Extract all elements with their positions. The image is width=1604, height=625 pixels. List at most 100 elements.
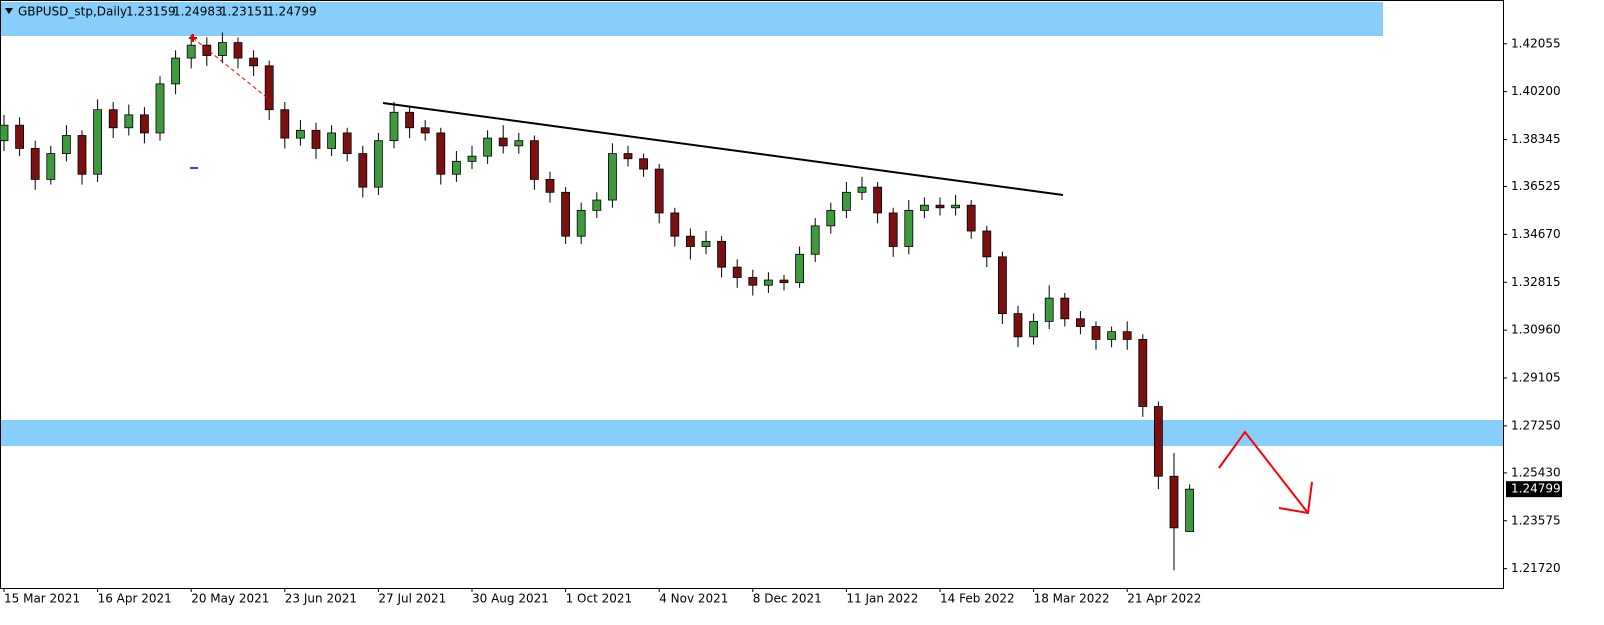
candle-body [654,168,664,214]
candle-body [15,124,25,149]
candle-body [670,212,680,237]
candle-body [795,253,804,284]
x-tick-label: 30 Aug 2021 [472,592,549,606]
candle-body [436,132,446,175]
candle-body [1107,331,1116,340]
trendline [382,102,1064,196]
x-tick-label: 27 Jul 2021 [378,592,446,606]
candle-body [108,109,118,129]
candle-body [545,178,555,193]
candle-body [701,240,711,247]
candle-body [717,240,726,268]
y-tick-label: 1.42055 [1511,36,1561,50]
dropdown-icon [5,8,13,14]
candle-body [576,209,586,237]
candle-body [93,109,102,175]
candle-body [483,137,493,157]
candles [0,32,1194,571]
candle-body [1076,318,1085,327]
y-tick-label: 1.21720 [1511,561,1561,575]
candle-body [62,135,71,154]
candle-body [420,127,430,134]
candle-body [77,135,87,175]
x-tick-label: 11 Jan 2022 [846,592,918,606]
ohlc-high: 1.24983 [173,5,223,19]
y-tick-label: 1.32815 [1511,275,1561,289]
candle-body [951,204,960,209]
x-tick-label: 18 Mar 2022 [1034,592,1110,606]
candle-body [857,186,867,193]
ohlc-low: 1.23151 [220,5,270,19]
x-tick-label: 14 Feb 2022 [940,592,1015,606]
symbol-title: GBPUSD_stp,Daily [18,5,127,19]
candle-body [451,160,461,175]
y-tick-label: 1.27250 [1511,418,1561,432]
candle-body [920,204,929,211]
candle-body [1091,326,1101,340]
y-tick-label: 1.34670 [1511,227,1561,241]
x-tick-label: 15 Mar 2021 [4,592,80,606]
y-tick-label: 1.23575 [1511,513,1561,527]
candle-body [327,132,337,149]
y-tick-label: 1.40200 [1511,84,1561,98]
candle-body [514,140,524,147]
x-tick-label: 8 Dec 2021 [753,592,822,606]
candle-body [982,230,992,258]
x-tick-label: 23 Jun 2021 [285,592,357,606]
y-tick-label: 1.25430 [1511,465,1561,479]
candle-body [561,191,570,237]
candle-body [935,204,945,209]
price-tag [1506,481,1562,498]
candle-body [686,235,695,247]
candle-body [249,57,259,67]
candle-body [592,199,602,211]
cross-marker [189,34,197,42]
x-tick-label: 21 Apr 2022 [1127,592,1201,606]
candle-body [826,209,836,227]
candle-body [0,124,9,142]
resistance-zone [0,2,1383,36]
candle-body [1060,297,1070,320]
candle-body [155,83,165,134]
candle-body [186,44,196,59]
y-tick-label: 1.36525 [1511,179,1561,193]
candle-body [1029,320,1038,338]
candle-body [1013,313,1023,338]
candle-body [1122,331,1132,340]
candle-body [373,140,383,188]
x-tick-label: 4 Nov 2021 [659,592,728,606]
candle-body [732,266,742,278]
ohlc-close: 1.24799 [267,5,317,19]
dashed-line [192,37,271,101]
candle-body [779,279,789,284]
candle-body [888,212,898,247]
candle-body [873,186,882,214]
candle-body [467,155,477,162]
candle-body [233,42,243,59]
x-tick-label: 16 Apr 2021 [98,592,172,606]
candle-body [30,148,40,180]
candle-body [498,137,508,147]
y-tick-label: 1.38345 [1511,132,1561,146]
candle-body [264,65,274,111]
candle-body [358,153,368,188]
candle-body [46,153,56,180]
candle-body [405,111,415,129]
candle-body [966,204,976,232]
candle-body [998,256,1007,315]
x-tick-label: 20 May 2021 [191,592,269,606]
candle-body [311,129,321,149]
candle-body [124,114,134,129]
candle-body [608,153,617,201]
candle-body [530,140,539,180]
candle-body [639,158,648,170]
candle-body [171,57,181,85]
candle-body [295,129,305,139]
candle-body [342,132,352,154]
candle-body [280,109,290,139]
resistance-zone [0,420,1503,446]
candle-body [1169,475,1179,529]
